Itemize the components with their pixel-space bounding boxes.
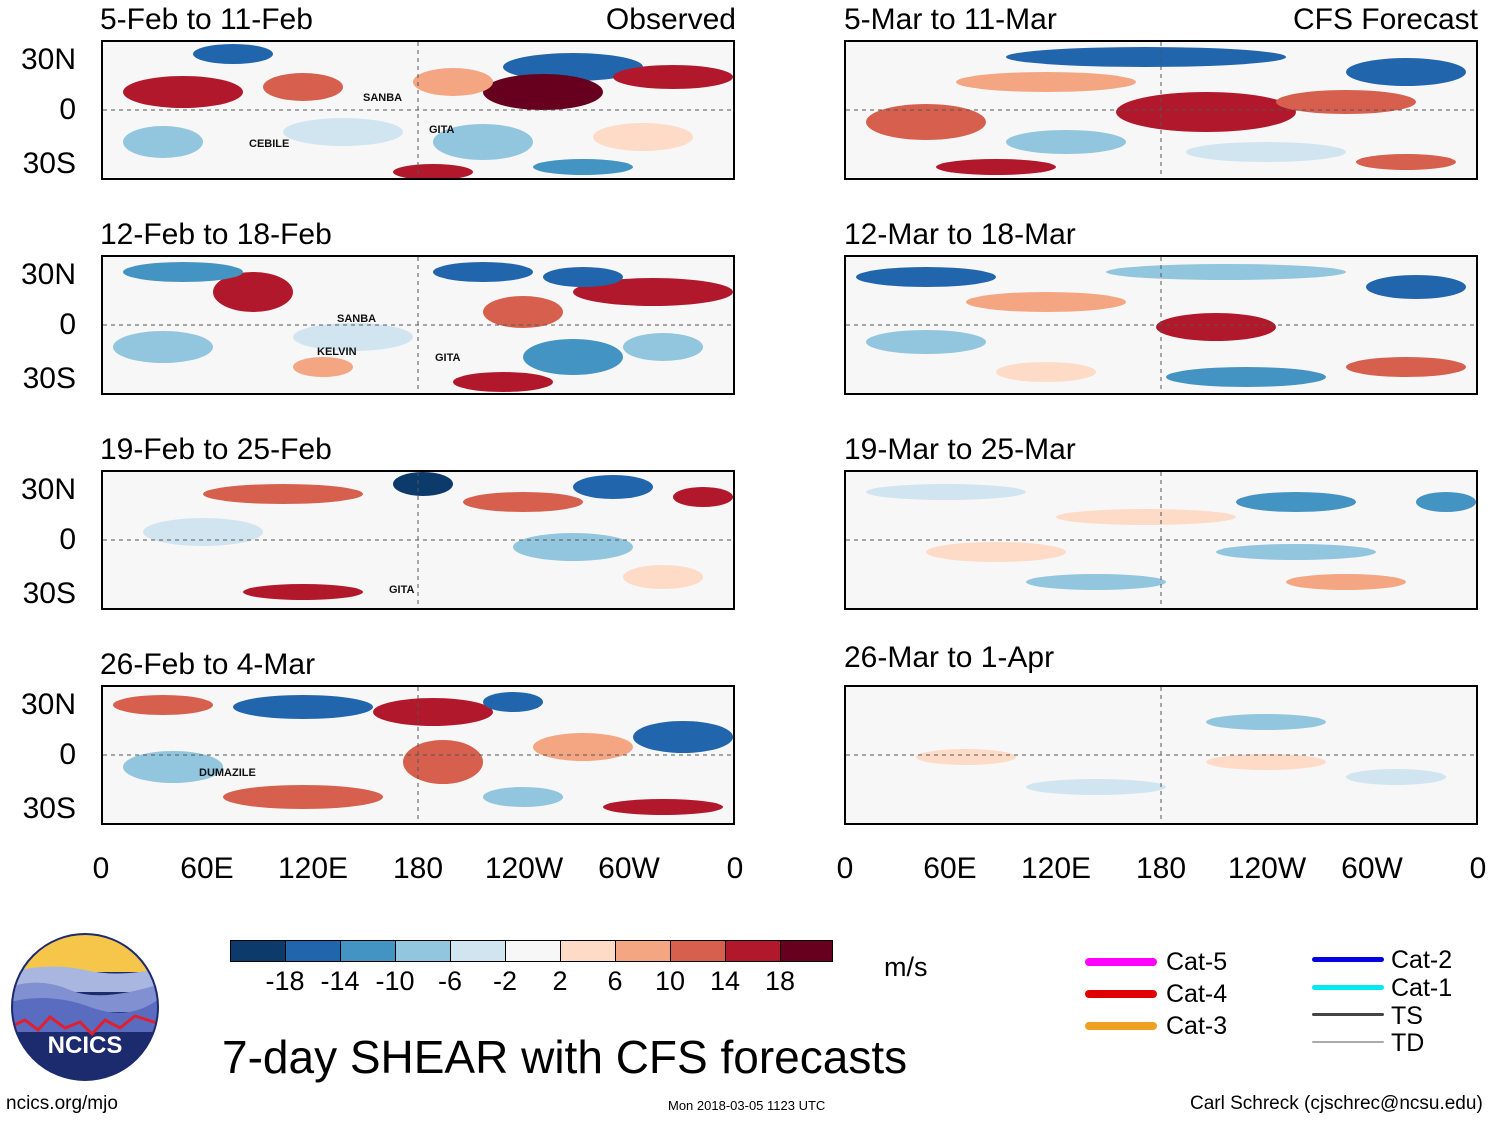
colorbar-tick: 10 xyxy=(654,966,686,996)
legend-label: TD xyxy=(1391,1029,1425,1057)
lat-label-eq: 0 xyxy=(59,738,76,771)
colorbar-tick: 6 xyxy=(607,966,623,996)
panel-8-period: 26-Mar to 1-Apr xyxy=(844,641,1055,674)
lon-label: 0 xyxy=(1469,852,1487,885)
lat-label-30n: 30N xyxy=(20,43,76,76)
logo-text: NCICS xyxy=(47,1032,123,1059)
lon-label: 120E xyxy=(1020,852,1092,885)
legend-label: Cat-5 xyxy=(1166,948,1228,976)
legend-line-cat3 xyxy=(1085,1022,1157,1030)
colorbar-tick: -2 xyxy=(492,966,518,996)
lon-label: 180 xyxy=(392,852,444,885)
footer-website: ncics.org/mjo xyxy=(6,1093,118,1114)
legend-line-td xyxy=(1312,1041,1384,1043)
legend-label: Cat-4 xyxy=(1166,980,1228,1008)
lat-label-eq: 0 xyxy=(59,523,76,556)
forecast-label: CFS Forecast xyxy=(1292,3,1478,36)
shear-map-forecast-1 xyxy=(844,40,1478,180)
storm-label: SANBA xyxy=(337,313,377,325)
lon-label: 0 xyxy=(726,852,744,885)
legend-line-cat2 xyxy=(1312,957,1384,962)
lon-label: 180 xyxy=(1135,852,1187,885)
footer-timestamp: Mon 2018-03-05 1123 UTC xyxy=(668,1098,826,1113)
storm-label: DUMAZILE xyxy=(199,767,256,779)
colorbar-tick: -6 xyxy=(437,966,463,996)
colorbar-tick: -10 xyxy=(375,966,415,996)
storm-label: GITA xyxy=(429,124,455,136)
lat-label-30n: 30N xyxy=(20,473,76,506)
panel-2-period: 12-Feb to 18-Feb xyxy=(100,218,332,251)
lon-label: 0 xyxy=(836,852,854,885)
colorbar-cell xyxy=(450,940,506,962)
storm-label: KELVIN xyxy=(317,346,357,358)
legend-label: Cat-2 xyxy=(1391,946,1453,974)
colorbar-tick: 14 xyxy=(709,966,741,996)
observed-label: Observed xyxy=(605,3,736,36)
shear-map-forecast-4 xyxy=(844,685,1478,825)
shear-map-observed-2: SANBA KELVIN GITA xyxy=(101,255,735,395)
lat-label-30s: 30S xyxy=(22,362,76,395)
lat-label-30s: 30S xyxy=(22,792,76,825)
colorbar-tick: -14 xyxy=(320,966,360,996)
colorbar-cell xyxy=(560,940,616,962)
colorbar-tick: -18 xyxy=(265,966,305,996)
panel-1-period: 5-Feb to 11-Feb xyxy=(100,3,313,36)
lon-label: 120W xyxy=(1227,852,1307,885)
storm-label: GITA xyxy=(389,584,415,596)
colorbar-tick: 18 xyxy=(764,966,796,996)
lat-label-eq: 0 xyxy=(59,93,76,126)
ncics-logo: NCICS xyxy=(10,932,160,1082)
panel-5-period: 5-Mar to 11-Mar xyxy=(844,3,1057,36)
legend-line-cat4 xyxy=(1085,990,1157,998)
panel-4-period: 26-Feb to 4-Mar xyxy=(100,648,316,681)
colorbar-tick: 2 xyxy=(552,966,568,996)
legend-label: Cat-1 xyxy=(1391,974,1453,1002)
panel-7-period: 19-Mar to 25-Mar xyxy=(844,433,1076,466)
lat-label-30n: 30N xyxy=(20,258,76,291)
lon-label: 120E xyxy=(277,852,349,885)
shear-map-observed-1: SANBA GITA CEBILE xyxy=(101,40,735,180)
legend-line-cat5 xyxy=(1085,958,1157,966)
colorbar-units: m/s xyxy=(884,952,928,982)
lon-label: 120W xyxy=(484,852,564,885)
main-title: 7-day SHEAR with CFS forecasts xyxy=(222,1031,908,1083)
colorbar-cell xyxy=(615,940,671,962)
lat-label-30s: 30S xyxy=(22,147,76,180)
colorbar-cell xyxy=(725,940,781,962)
shear-map-observed-3: GITA xyxy=(101,470,735,610)
storm-label: CEBILE xyxy=(249,138,290,150)
lon-label: 60E xyxy=(180,852,234,885)
panel-3-period: 19-Feb to 25-Feb xyxy=(100,433,332,466)
shear-map-forecast-2 xyxy=(844,255,1478,395)
storm-label: SANBA xyxy=(363,92,403,104)
lat-label-eq: 0 xyxy=(59,308,76,341)
lat-label-30s: 30S xyxy=(22,577,76,610)
colorbar-cell xyxy=(340,940,396,962)
legend-label: Cat-3 xyxy=(1166,1012,1228,1040)
footer-credit: Carl Schreck (cjschrec@ncsu.edu) xyxy=(1190,1093,1483,1114)
colorbar-cell xyxy=(285,940,341,962)
legend-label: TS xyxy=(1391,1002,1423,1030)
panel-6-period: 12-Mar to 18-Mar xyxy=(844,218,1076,251)
shear-map-observed-4: DUMAZILE xyxy=(101,685,735,825)
storm-label: GITA xyxy=(435,352,461,364)
lon-label: 60W xyxy=(598,852,660,885)
colorbar-cell xyxy=(505,940,561,962)
shear-map-forecast-3 xyxy=(844,470,1478,610)
colorbar-cell xyxy=(230,940,286,962)
lon-label: 60E xyxy=(923,852,977,885)
lon-label: 0 xyxy=(92,852,110,885)
colorbar-cell xyxy=(670,940,726,962)
lon-label: 60W xyxy=(1341,852,1403,885)
lat-label-30n: 30N xyxy=(20,688,76,721)
colorbar-cell xyxy=(395,940,451,962)
legend-line-cat1 xyxy=(1312,985,1384,990)
colorbar-cell xyxy=(780,940,833,962)
legend-line-ts xyxy=(1312,1013,1384,1016)
